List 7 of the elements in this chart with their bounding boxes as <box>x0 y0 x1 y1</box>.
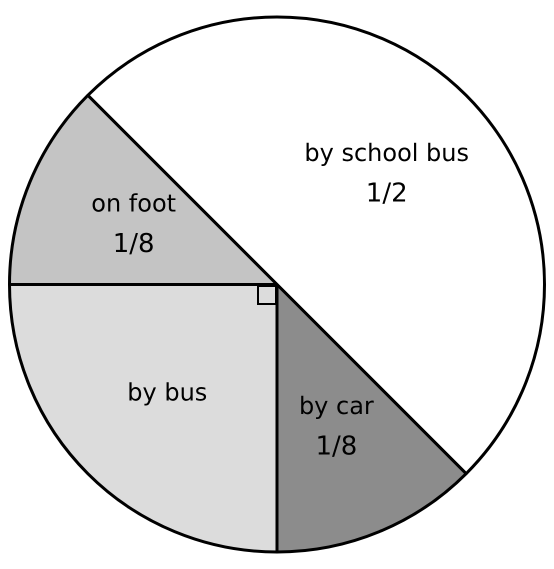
slice-label: by school bus <box>304 139 470 168</box>
data-label: 1/8 <box>315 432 358 462</box>
slice-label: by bus <box>127 378 208 406</box>
data-label: 1/2 <box>366 178 408 209</box>
slice-label: on foot <box>91 189 176 218</box>
data-label: 1/8 <box>112 228 155 259</box>
slice-label: by car <box>298 392 374 420</box>
